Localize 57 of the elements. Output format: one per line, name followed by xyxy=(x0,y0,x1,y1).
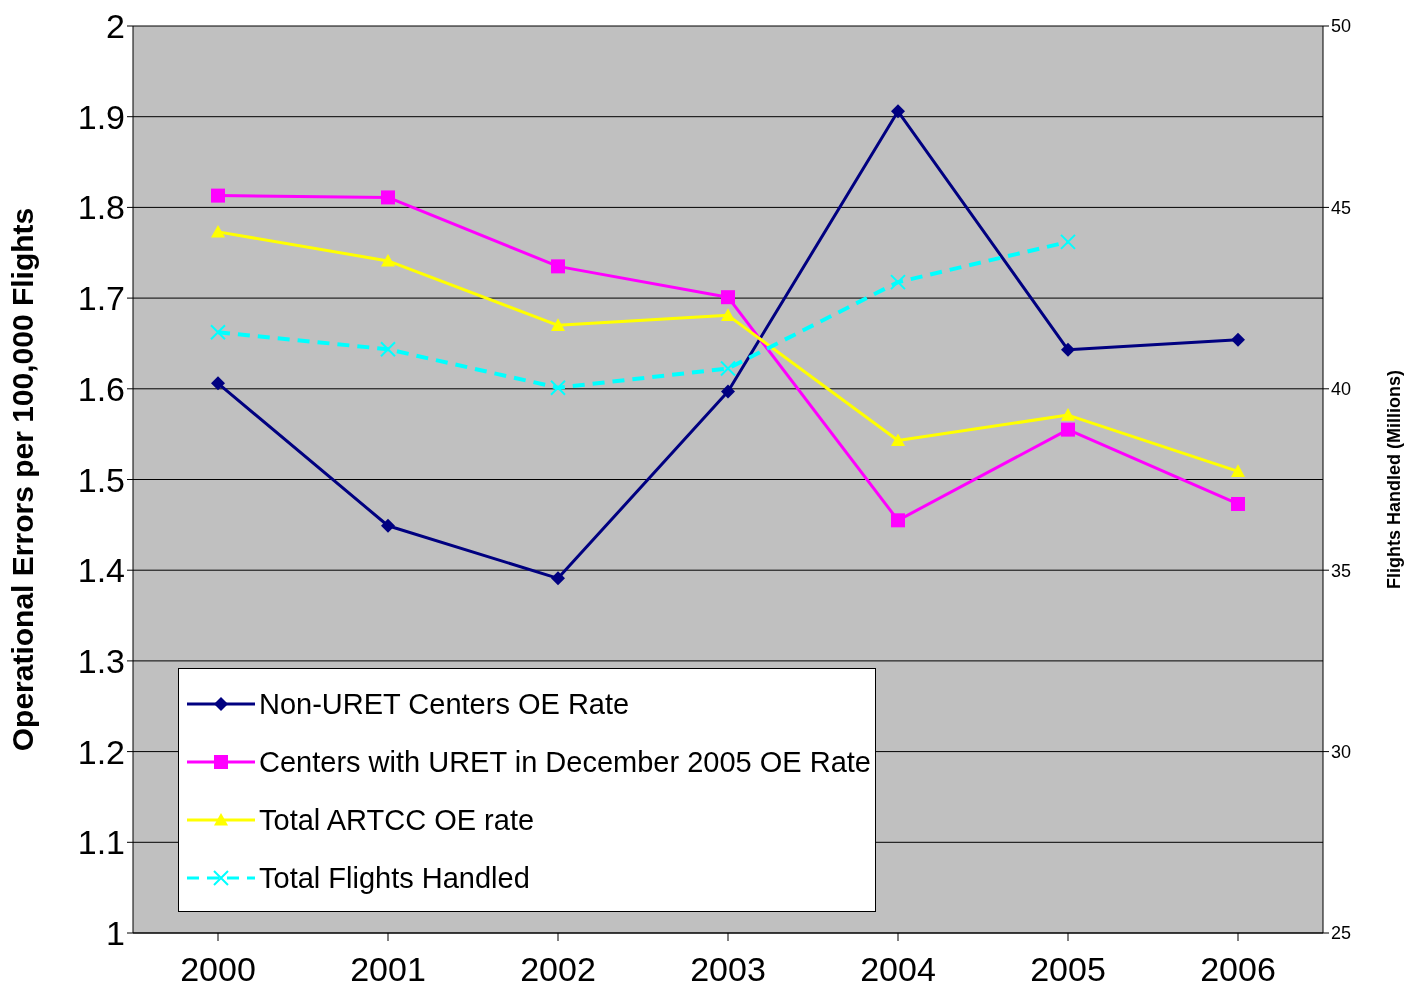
y-axis-title: Operational Errors per 100,000 Flights xyxy=(5,207,39,752)
y-tick-label: 1.3 xyxy=(77,641,125,680)
point xyxy=(1061,342,1075,357)
y-tick-label: 1.2 xyxy=(77,732,125,771)
legend-label: Total ARTCC OE rate xyxy=(259,803,535,837)
legend-label: Non-URET Centers OE Rate xyxy=(259,687,630,721)
point xyxy=(890,274,906,291)
legend-label: Total Flights Handled xyxy=(259,861,530,895)
x-tick-label: 2003 xyxy=(690,950,766,989)
point xyxy=(891,513,905,528)
point xyxy=(211,188,225,203)
point xyxy=(721,308,735,321)
x-tick-label: 2001 xyxy=(350,950,426,989)
y-tick-label: 1 xyxy=(106,914,125,953)
x-tick-label: 2000 xyxy=(180,950,256,989)
y-tick-label: 1.5 xyxy=(77,460,125,499)
legend-label: Centers with URET in December 2005 OE Rate xyxy=(259,745,871,779)
point xyxy=(721,384,735,399)
point xyxy=(551,259,565,274)
point xyxy=(1231,464,1245,477)
point xyxy=(891,433,905,447)
point xyxy=(550,379,566,396)
y-tick-label: 1.9 xyxy=(77,97,125,136)
point xyxy=(1061,422,1075,437)
y2-tick-label: 45 xyxy=(1331,197,1352,218)
point xyxy=(380,341,396,358)
y-tick-label: 1.1 xyxy=(77,823,125,862)
point xyxy=(211,376,225,391)
y2-axis-title: Flights Handled (Millions) xyxy=(1384,370,1405,589)
y-tick-label: 2 xyxy=(106,7,125,46)
x-tick-label: 2006 xyxy=(1200,950,1276,989)
point xyxy=(551,318,565,331)
y-tick-label: 1.8 xyxy=(77,188,125,227)
x-tick-label: 2002 xyxy=(520,950,596,989)
point xyxy=(891,104,905,119)
x-tick-label: 2005 xyxy=(1030,950,1106,989)
point xyxy=(1060,233,1076,250)
point xyxy=(721,290,735,305)
y2-tick-label: 50 xyxy=(1331,16,1352,37)
point xyxy=(381,518,395,533)
y2-tick-label: 35 xyxy=(1331,560,1352,581)
point xyxy=(551,571,565,586)
point xyxy=(211,224,225,238)
y-tick-label: 1.6 xyxy=(77,369,125,408)
y2-tick-label: 30 xyxy=(1331,741,1352,762)
point xyxy=(1061,408,1075,421)
point xyxy=(1231,332,1245,347)
point xyxy=(381,190,395,205)
y-tick-label: 1.7 xyxy=(77,279,125,318)
y2-tick-label: 40 xyxy=(1331,379,1352,400)
y2-tick-label: 25 xyxy=(1331,923,1352,944)
y-tick-label: 1.4 xyxy=(77,551,125,590)
x-tick-label: 2004 xyxy=(860,950,936,989)
point xyxy=(720,360,736,377)
point xyxy=(210,324,226,341)
point xyxy=(1231,496,1245,511)
point xyxy=(381,253,395,267)
